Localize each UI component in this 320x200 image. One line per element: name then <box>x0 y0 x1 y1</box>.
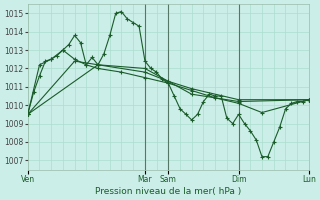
X-axis label: Pression niveau de la mer( hPa ): Pression niveau de la mer( hPa ) <box>95 187 241 196</box>
